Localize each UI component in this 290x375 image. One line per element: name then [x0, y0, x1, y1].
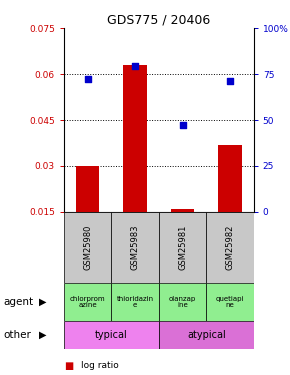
Text: typical: typical: [95, 330, 128, 340]
Title: GDS775 / 20406: GDS775 / 20406: [107, 14, 211, 27]
Bar: [206, 283, 254, 321]
Text: GSM25981: GSM25981: [178, 225, 187, 270]
Text: thioridazin
e: thioridazin e: [117, 296, 154, 308]
Bar: [123, 65, 147, 212]
Bar: [76, 166, 99, 212]
Point: [228, 78, 232, 84]
Text: log ratio: log ratio: [81, 361, 119, 370]
Bar: [64, 321, 159, 349]
Text: chlorprom
azine: chlorprom azine: [70, 296, 105, 308]
Bar: [159, 212, 206, 283]
Point: [180, 122, 185, 128]
Text: other: other: [3, 330, 31, 340]
Text: agent: agent: [3, 297, 33, 307]
Bar: [159, 283, 206, 321]
Text: olanzap
ine: olanzap ine: [169, 296, 196, 308]
Text: ■: ■: [64, 361, 73, 370]
Text: ▶: ▶: [39, 297, 47, 307]
Bar: [64, 212, 111, 283]
Text: GSM25983: GSM25983: [130, 225, 139, 270]
Point: [133, 63, 137, 69]
Text: quetiapi
ne: quetiapi ne: [216, 296, 244, 308]
Bar: [171, 209, 194, 212]
Bar: [159, 321, 254, 349]
Text: atypical: atypical: [187, 330, 226, 340]
Bar: [206, 212, 254, 283]
Text: ▶: ▶: [39, 330, 47, 340]
Bar: [64, 283, 111, 321]
Text: GSM25980: GSM25980: [83, 225, 92, 270]
Bar: [218, 144, 242, 212]
Bar: [111, 283, 159, 321]
Point: [85, 76, 90, 82]
Bar: [111, 212, 159, 283]
Text: GSM25982: GSM25982: [226, 225, 235, 270]
